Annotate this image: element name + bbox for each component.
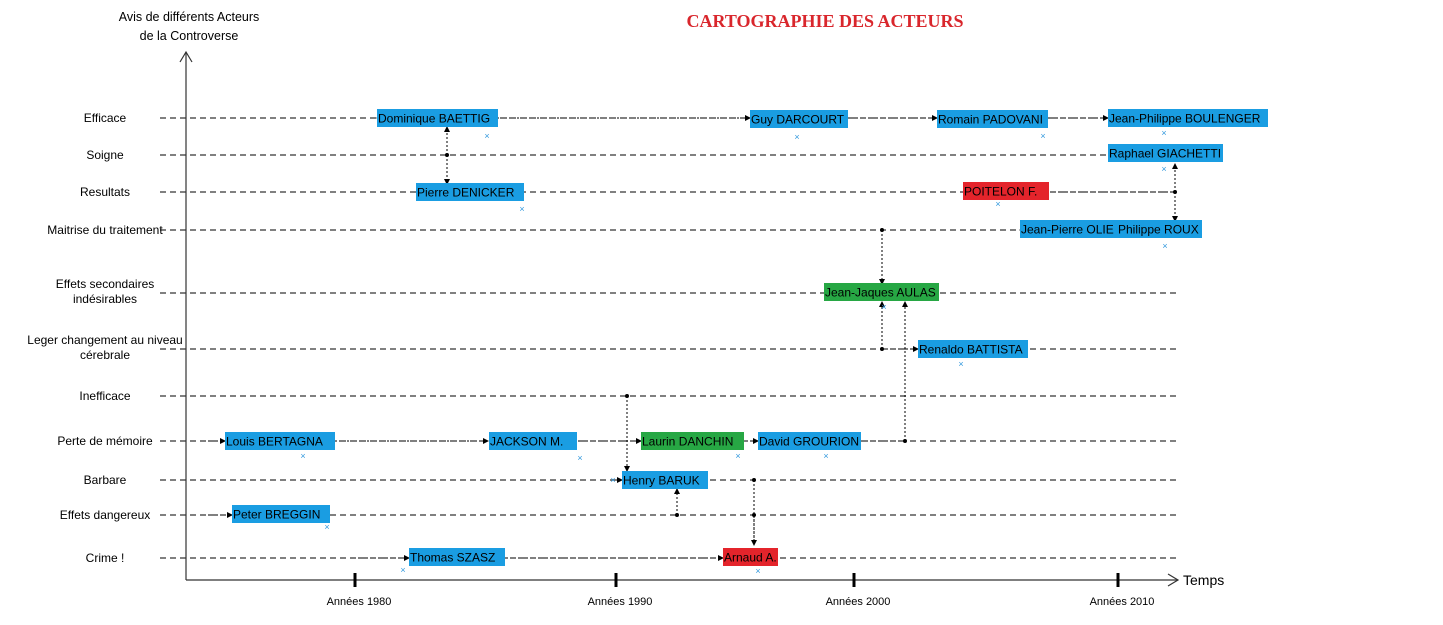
position-marker-icon: ×: [519, 204, 524, 214]
actor-box: [622, 471, 708, 489]
position-marker-icon: ×: [755, 566, 760, 576]
actor-name: JACKSON M.: [490, 435, 563, 449]
junction-dot: [880, 228, 884, 232]
y-axis-arrow-icon: [179, 50, 193, 63]
position-marker-icon: ×: [1162, 241, 1167, 251]
position-marker-icon: ×: [484, 131, 489, 141]
category-label: Effets secondaires: [56, 277, 155, 291]
position-marker-icon: ×: [324, 522, 329, 532]
position-marker-icon: ×: [1161, 164, 1166, 174]
category-label: Inefficace: [79, 389, 130, 403]
junction-dot: [625, 394, 629, 398]
y-axis-label: Avis de différents Acteurs: [119, 10, 260, 24]
category-label: Resultats: [80, 185, 130, 199]
position-marker-icon: ×: [300, 451, 305, 461]
actor-name: Arnaud A.: [724, 551, 777, 565]
decade-label: Années 1980: [327, 596, 392, 608]
junction-dot: [1173, 190, 1177, 194]
actor-name: Raphael GIACHETTI: [1109, 147, 1221, 161]
actor-box: [409, 548, 505, 566]
junction-dot: [752, 513, 756, 517]
actor-name: Thomas SZASZ: [410, 551, 495, 565]
actor-box: [416, 183, 524, 201]
category-label: Effets dangereux: [60, 508, 151, 522]
category-label: Barbare: [84, 473, 127, 487]
actor-nodes: [225, 109, 1268, 566]
actor-box: [1117, 220, 1202, 238]
actor-box: [750, 110, 848, 128]
decade-label: Années 2010: [1090, 596, 1155, 608]
actor-box: [1108, 144, 1223, 162]
position-marker-icon: ×: [577, 453, 582, 463]
category-label: Efficace: [84, 111, 127, 125]
actor-box: [1108, 109, 1268, 127]
actor-name: Dominique BAETTIG: [378, 112, 490, 126]
actor-name: Renaldo BATTISTA: [919, 343, 1023, 357]
category-label: indésirables: [73, 292, 137, 306]
actor-name: Peter BREGGIN: [233, 508, 320, 522]
junction-dot: [903, 439, 907, 443]
position-marker-icon: ×: [735, 451, 740, 461]
actor-box: [225, 432, 335, 450]
position-marker-icon: ×: [958, 359, 963, 369]
actor-box: [937, 110, 1048, 128]
actor-box: [1020, 220, 1119, 238]
actor-box: [489, 432, 577, 450]
actor-box: [377, 109, 498, 127]
position-marker-icon: ×: [995, 199, 1000, 209]
decade-label: Années 2000: [826, 596, 891, 608]
junction-dot: [675, 513, 679, 517]
position-marker-icon: ×: [823, 451, 828, 461]
position-marker-icon: ×: [1161, 128, 1166, 138]
category-label: Perte de mémoire: [57, 434, 153, 448]
category-label: Maitrise du traitement: [47, 223, 163, 237]
actor-name: Guy DARCOURT: [751, 113, 845, 127]
actor-name: Romain PADOVANI: [938, 113, 1043, 127]
actor-name: Laurin DANCHIN: [642, 435, 733, 449]
actor-box: [641, 432, 744, 450]
actor-box: [758, 432, 861, 450]
actor-box: [918, 340, 1028, 358]
x-axis-label: Temps: [1183, 572, 1224, 588]
actor-name: Pierre DENICKER: [417, 186, 515, 200]
position-marker-icon: ×: [881, 302, 886, 312]
position-marker-icon: ×: [610, 475, 615, 485]
actor-box: [232, 505, 330, 523]
actor-name: Philippe ROUX: [1118, 223, 1199, 237]
labels: Dominique BAETTIG Guy DARCOURT Romain PADO…: [27, 10, 1260, 608]
category-label: Crime !: [86, 551, 125, 565]
actor-name: Jean-Pierre OLIE: [1021, 223, 1114, 237]
x-axis-arrow-icon: [1167, 573, 1180, 587]
y-axis-label: de la Controverse: [140, 29, 239, 43]
position-marker-icon: ×: [400, 565, 405, 575]
decade-label: Années 1990: [588, 596, 653, 608]
actor-name: Henry BARUK: [623, 474, 700, 488]
actor-name: POITELON F.: [964, 185, 1037, 199]
category-label: Soigne: [86, 148, 124, 162]
position-marker-icon: ×: [1040, 131, 1045, 141]
junction-dot: [880, 347, 884, 351]
actor-box: [824, 283, 939, 301]
actor-name: Jean-Jaques AULAS: [825, 286, 936, 300]
category-label: cérebrale: [80, 348, 130, 362]
junction-dot: [752, 478, 756, 482]
actor-box: [723, 548, 778, 566]
position-marker-icon: ×: [794, 132, 799, 142]
axes: [179, 50, 1180, 587]
actor-name: David GROURION: [759, 435, 859, 449]
actor-box: [963, 182, 1049, 200]
diagram-title: CARTOGRAPHIE DES ACTEURS: [686, 11, 963, 31]
junction-dot: [445, 153, 449, 157]
actor-name: Jean-Philippe BOULENGER: [1109, 112, 1261, 126]
category-label: Leger changement au niveau: [27, 333, 182, 347]
actor-name: Louis BERTAGNA: [226, 435, 323, 449]
